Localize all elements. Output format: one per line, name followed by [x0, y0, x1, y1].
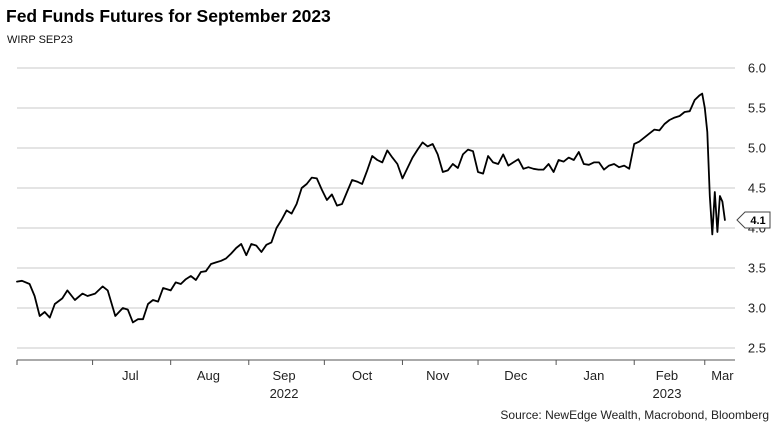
last-value-label: 4.1 — [750, 215, 765, 227]
x-tick-label: Dec — [504, 368, 528, 383]
last-value-badge-shape — [736, 211, 771, 229]
x-tick-label: Aug — [197, 368, 220, 383]
chart-title: Fed Funds Futures for September 2023 — [6, 6, 331, 26]
x-tick-label: Jul — [122, 368, 139, 383]
last-value-badge: 4.1 — [736, 211, 771, 229]
series-line — [16, 92, 726, 324]
y-tick-label: 6.0 — [748, 61, 766, 76]
x-tick-label: Oct — [352, 368, 373, 383]
chart-subtitle: WIRP SEP23 — [7, 34, 73, 46]
x-axis: Jul Aug Sep Oct Nov Dec Jan Feb Mar 2022 2023 — [16, 359, 735, 401]
y-axis: 2.53.03.54.04.55.05.56.0 — [748, 61, 766, 356]
x-tick-label: Mar — [711, 368, 734, 383]
x-tick-label: Feb — [656, 368, 678, 383]
x-tick-label: Nov — [426, 368, 450, 383]
x-tick-label: Sep — [272, 368, 295, 383]
y-tick-label: 3.5 — [748, 261, 766, 276]
x-year-label: 2022 — [270, 386, 299, 401]
x-year-label: 2023 — [653, 386, 682, 401]
y-tick-label: 2.5 — [748, 341, 766, 356]
y-tick-label: 5.5 — [748, 101, 766, 116]
source-note: Source: NewEdge Wealth, Macrobond, Bloom… — [500, 408, 769, 422]
y-tick-label: 4.5 — [748, 181, 766, 196]
y-tick-label: 3.0 — [748, 301, 766, 316]
x-tick-label: Jan — [583, 368, 604, 383]
gridlines — [17, 67, 735, 349]
series-layer — [16, 92, 726, 324]
y-tick-label: 5.0 — [748, 141, 766, 156]
